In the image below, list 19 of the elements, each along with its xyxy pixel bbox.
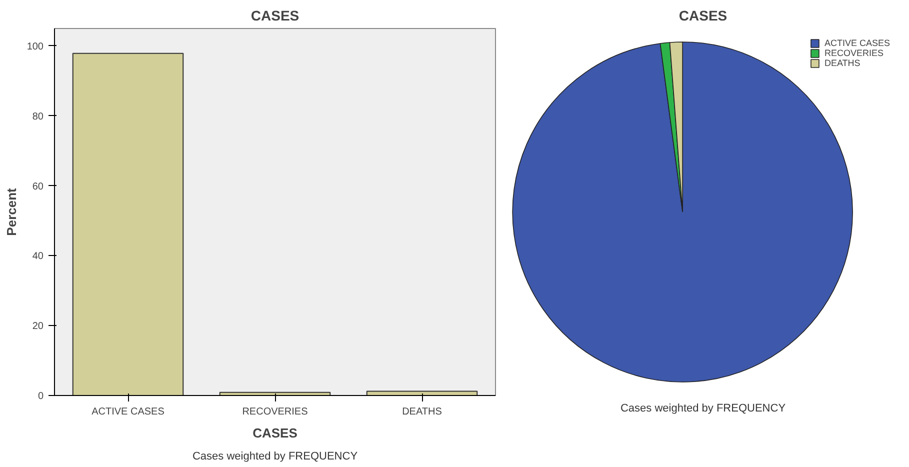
x-axis-title: CASES <box>252 426 298 440</box>
legend-label: DEATHS <box>824 58 860 68</box>
x-tick-label: RECOVERIES <box>242 406 308 418</box>
text: Cases weighted by FREQUENCY <box>620 402 786 414</box>
legend-label: RECOVERIES <box>824 48 884 58</box>
y-tick-label: 100 <box>26 41 44 52</box>
chart-title: CASES <box>250 8 300 24</box>
legend-label: ACTIVE CASES <box>824 38 890 48</box>
x-tick-label: ACTIVE CASES <box>92 406 165 418</box>
y-axis-title: Percent <box>4 187 19 236</box>
y-tick-label: 80 <box>32 111 44 122</box>
y-tick-label: 60 <box>32 181 44 192</box>
y-tick-label: 20 <box>32 321 44 332</box>
x-tick-label: DEATHS <box>402 406 442 418</box>
y-tick-label: 40 <box>32 251 44 262</box>
chart-title: CASES <box>678 8 728 24</box>
bar <box>72 52 184 396</box>
text: Cases weighted by FREQUENCY <box>192 450 358 462</box>
y-tick-label: 0 <box>38 391 44 402</box>
